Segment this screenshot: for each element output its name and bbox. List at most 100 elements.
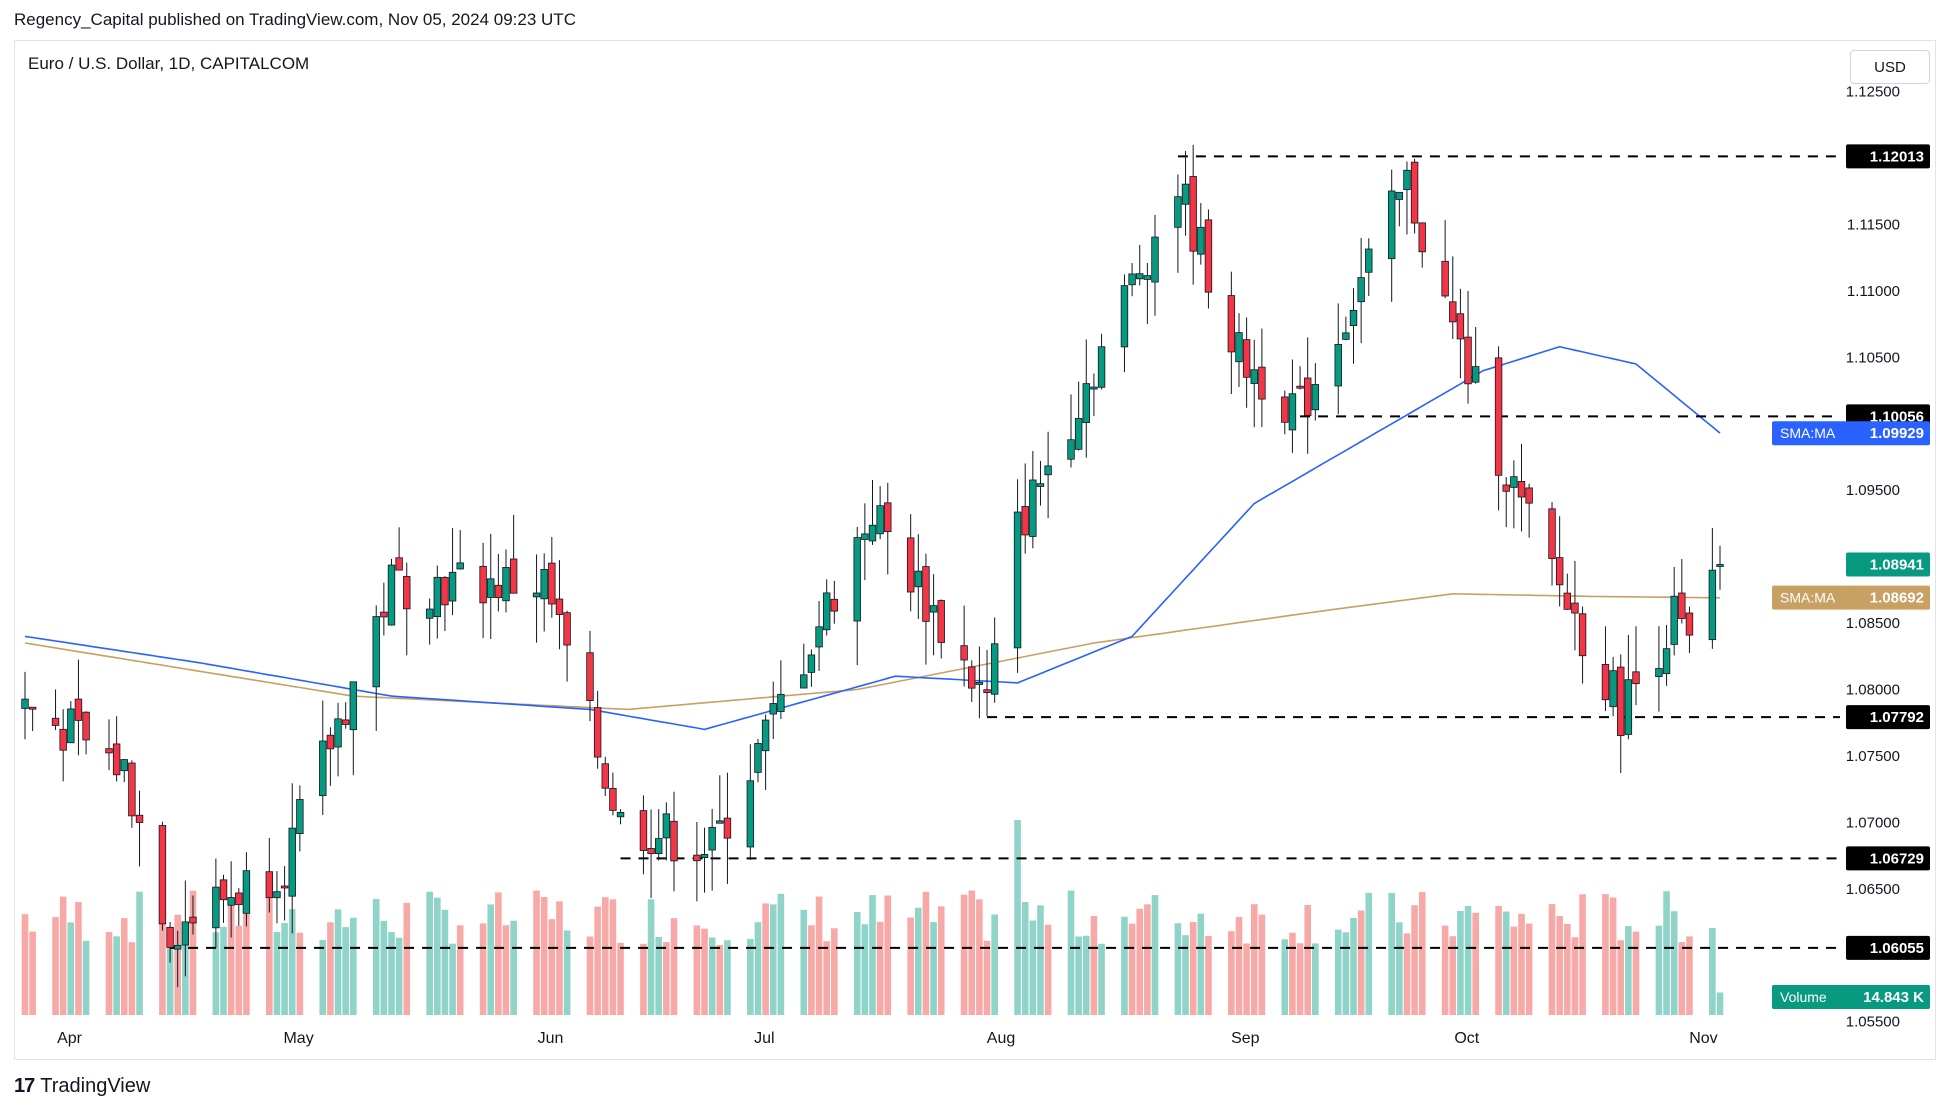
volume-bar <box>907 917 914 1015</box>
volume-bar <box>1709 928 1716 1015</box>
footer-brand-label: TradingView <box>40 1075 151 1097</box>
candle-body <box>1571 602 1579 614</box>
candle-body <box>1288 393 1297 431</box>
candle-body <box>403 576 411 610</box>
volume-bar <box>1663 891 1670 1015</box>
candle-body <box>914 570 923 588</box>
volume-bar <box>1151 895 1159 1015</box>
volume-bar <box>930 922 937 1015</box>
candle-body <box>1502 484 1510 492</box>
candle-body <box>884 502 892 533</box>
volume-bar <box>808 925 815 1015</box>
publish-header: Regency_Capital published on TradingView… <box>14 10 576 29</box>
candle-body <box>1181 183 1190 205</box>
candle-body <box>563 612 571 646</box>
volume-value: 14.843 K <box>1863 989 1924 1006</box>
level-price-label-bg <box>1846 144 1930 169</box>
volume-bar <box>915 907 922 1015</box>
volume-bar <box>1556 916 1563 1015</box>
volume-bar <box>212 932 220 1015</box>
candle-body <box>395 557 403 571</box>
volume-bar <box>991 914 998 1015</box>
candle-body <box>990 643 999 695</box>
volume-bar <box>1342 932 1350 1015</box>
volume-bar <box>960 894 968 1015</box>
volume-bar <box>1502 911 1510 1015</box>
candle-body <box>1097 346 1106 388</box>
volume-bar <box>487 904 495 1015</box>
y-tick-label: 1.12500 <box>1846 84 1900 101</box>
volume-bar <box>724 940 731 1015</box>
volume-bar <box>1396 922 1403 1015</box>
candle-body <box>861 533 869 540</box>
candle-body <box>341 719 350 725</box>
footer-brand[interactable]: 17 TradingView <box>14 1075 150 1098</box>
candle-body <box>1036 483 1045 487</box>
indicator-name: SMA:MA <box>1780 590 1836 606</box>
x-axis-label: Jul <box>754 1030 774 1047</box>
volume-bar <box>29 931 36 1015</box>
volume-bar <box>823 941 830 1015</box>
candle-body <box>975 682 984 685</box>
candle-body <box>1067 439 1075 460</box>
y-tick-label: 1.08000 <box>1846 682 1900 699</box>
candle-body <box>105 748 113 754</box>
y-tick-label: 1.11500 <box>1847 217 1900 234</box>
volume-bar <box>701 928 708 1015</box>
candle-body <box>777 693 785 712</box>
volume-bar <box>52 917 59 1015</box>
volume-bar <box>113 936 120 1015</box>
candle-body <box>1464 336 1472 385</box>
volume-bar <box>1625 926 1632 1015</box>
candle-body <box>1441 260 1449 297</box>
volume-bar <box>288 909 296 1015</box>
volume-bar <box>556 901 563 1015</box>
volume-bar <box>1243 943 1250 1015</box>
volume-bar <box>1678 942 1686 1015</box>
y-tick-label: 1.05500 <box>1846 1014 1900 1031</box>
candle-body <box>830 598 839 612</box>
candle-body <box>1387 190 1396 260</box>
volume-bar <box>1441 925 1449 1015</box>
candle-body <box>1548 508 1556 559</box>
candle-body <box>280 885 289 889</box>
volume-bar <box>1136 908 1144 1015</box>
volume-bar <box>502 925 510 1015</box>
candle-body <box>708 826 716 851</box>
candle-body <box>372 616 380 688</box>
candle-body <box>1449 301 1457 323</box>
chart-frame <box>14 40 1936 1060</box>
candle-body <box>1227 295 1236 353</box>
volume-bar <box>1510 926 1518 1015</box>
sma-slow-line <box>24 592 1721 711</box>
x-axis-label: Apr <box>57 1030 83 1047</box>
volume-bar <box>1457 910 1464 1015</box>
volume-bar <box>456 925 464 1015</box>
candle-body <box>1601 664 1610 701</box>
candle-body <box>166 926 174 948</box>
volume-bar <box>937 906 945 1015</box>
volume-bar <box>166 934 174 1015</box>
volume-bar <box>1411 905 1418 1015</box>
x-axis-label: Aug <box>987 1030 1015 1047</box>
y-tick-label: 1.10500 <box>1846 349 1900 366</box>
candle-body <box>1716 564 1724 567</box>
level-price-label: 1.07792 <box>1870 709 1924 726</box>
volume-bar <box>1518 913 1525 1015</box>
candle-body <box>876 505 884 535</box>
candle-body <box>1120 285 1129 348</box>
currency-button[interactable]: USD <box>1850 50 1930 84</box>
volume-bar <box>495 892 502 1015</box>
candle-body <box>441 577 449 606</box>
candle-body <box>670 820 678 862</box>
candle-body <box>746 780 755 848</box>
volume-bar <box>876 921 884 1015</box>
candle-body <box>593 707 602 758</box>
volume-bar <box>1075 936 1082 1015</box>
candle-body <box>1242 339 1251 378</box>
volume-bar <box>869 895 876 1015</box>
candle-body <box>1456 313 1465 340</box>
candle-body <box>212 886 220 929</box>
candle-body <box>456 562 464 570</box>
